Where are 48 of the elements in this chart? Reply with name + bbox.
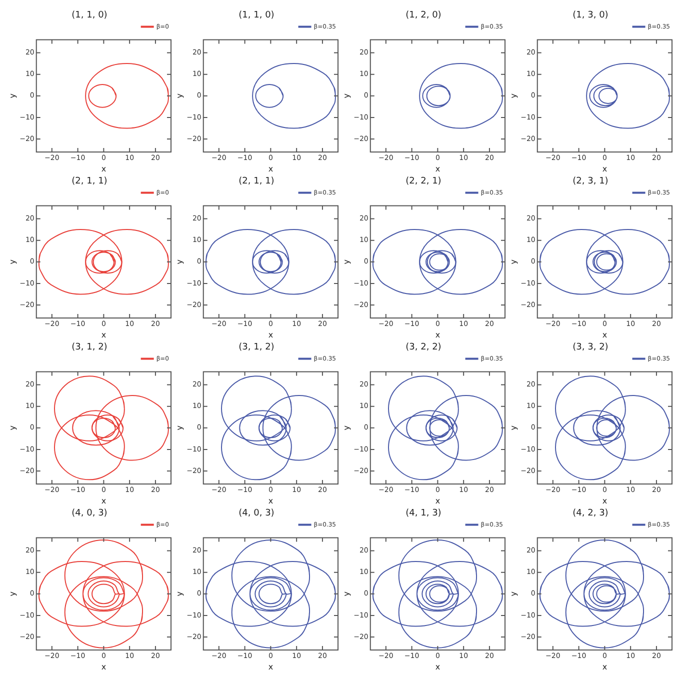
y-axis-title: y	[174, 259, 184, 264]
chart-title: (1, 1, 0)	[238, 10, 274, 21]
y-axis-title: y	[342, 93, 351, 98]
chart-title: (1, 3, 0)	[572, 10, 608, 21]
x-axis-title: x	[101, 662, 106, 672]
x-axis-title: x	[602, 164, 608, 174]
x-axis-title: x	[268, 662, 274, 672]
x-axis-title: x	[602, 662, 608, 672]
y-axis-title: y	[508, 93, 518, 98]
y-axis-title: y	[342, 591, 351, 596]
x-axis-title: x	[435, 164, 440, 174]
y-axis-title: y	[8, 591, 17, 596]
x-axis-title: x	[435, 662, 440, 672]
y-axis-title: y	[508, 259, 518, 264]
chart-title: (4, 2, 3)	[572, 508, 608, 519]
y-axis-title: y	[8, 425, 17, 430]
chart-title: (3, 2, 2)	[406, 342, 442, 353]
x-axis-title: x	[101, 164, 106, 174]
chart-title: (1, 2, 0)	[406, 10, 442, 21]
chart-title: (2, 3, 1)	[572, 176, 608, 187]
y-axis-title: y	[508, 591, 518, 596]
x-axis-title: x	[602, 496, 608, 506]
y-axis-title: y	[174, 425, 184, 430]
chart-title: (2, 1, 1)	[72, 176, 108, 187]
x-axis-title: x	[602, 330, 608, 340]
x-axis-title: x	[268, 496, 274, 506]
x-axis-title: x	[435, 496, 440, 506]
chart-title: (4, 0, 3)	[72, 508, 108, 519]
x-axis-title: x	[435, 330, 440, 340]
x-axis-title: x	[101, 330, 106, 340]
chart-title: (3, 1, 2)	[238, 342, 274, 353]
y-axis-title: y	[342, 259, 351, 264]
chart-title: (3, 1, 2)	[72, 342, 108, 353]
x-axis-title: x	[101, 496, 106, 506]
chart-title: (1, 1, 0)	[72, 10, 108, 21]
y-axis-title: y	[342, 425, 351, 430]
chart-title: (2, 1, 1)	[238, 176, 274, 187]
y-axis-title: y	[8, 259, 17, 264]
chart-title: (3, 3, 2)	[572, 342, 608, 353]
y-axis-title: y	[174, 591, 184, 596]
y-axis-title: y	[508, 425, 518, 430]
x-axis-title: x	[268, 330, 274, 340]
chart-title: (4, 0, 3)	[238, 508, 274, 519]
chart-title: (2, 2, 1)	[406, 176, 442, 187]
x-axis-title: x	[268, 164, 274, 174]
y-axis-title: y	[8, 93, 17, 98]
chart-title: (4, 1, 3)	[406, 508, 442, 519]
y-axis-title: y	[174, 93, 184, 98]
